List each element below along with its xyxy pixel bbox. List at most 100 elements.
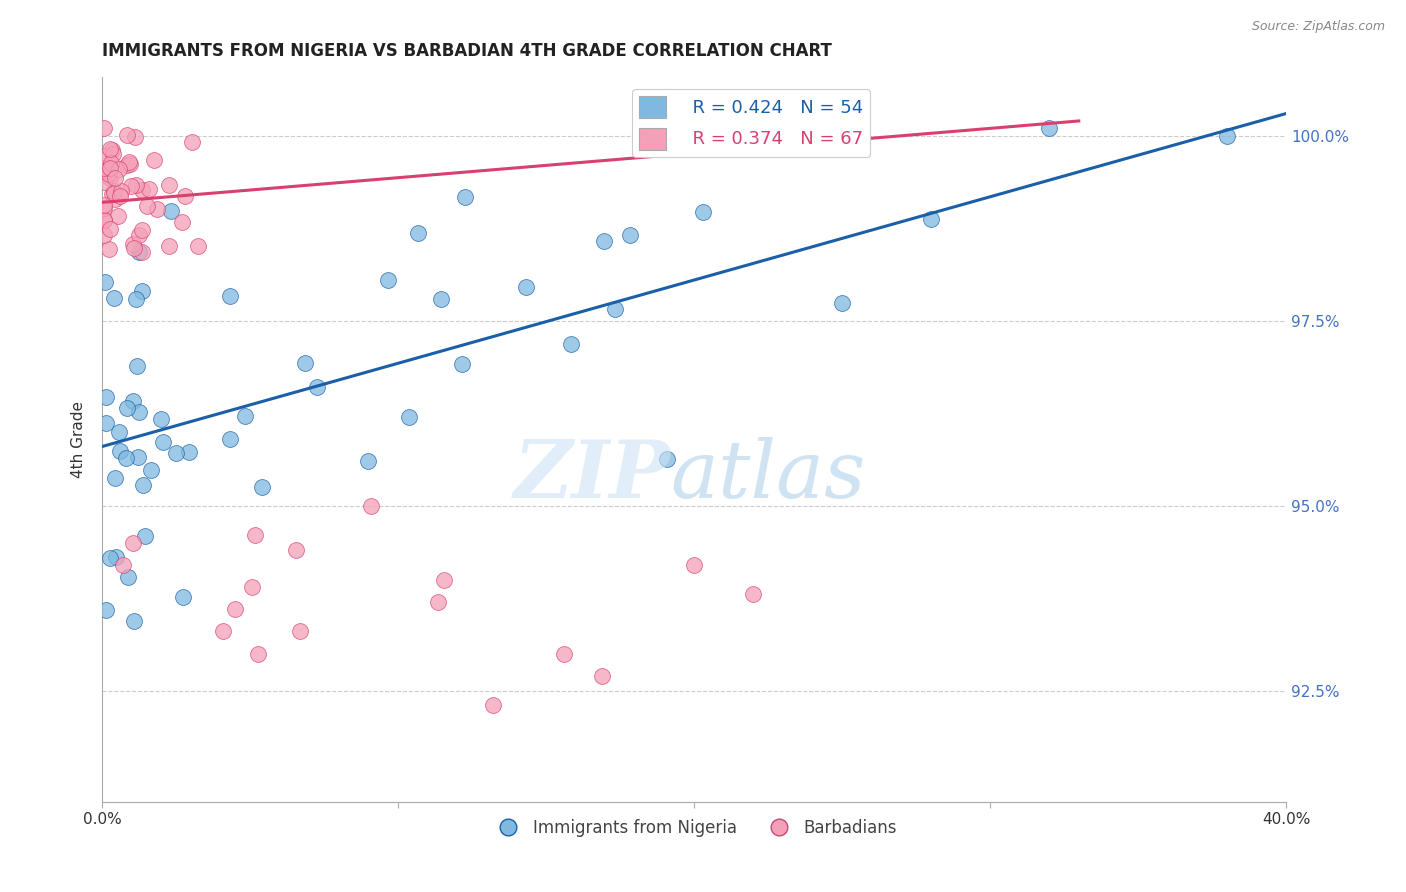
Point — [450, 357, 472, 371]
Point — [121, 237, 143, 252]
Point — [93, 161, 115, 175]
Point — [125, 178, 148, 192]
Point — [165, 446, 187, 460]
Point — [305, 380, 328, 394]
Point — [159, 204, 181, 219]
Point — [212, 624, 235, 639]
Point — [110, 443, 132, 458]
Point — [128, 405, 150, 419]
Point — [150, 412, 173, 426]
Point — [356, 453, 378, 467]
Point — [127, 450, 149, 464]
Point — [93, 228, 115, 243]
Point — [98, 143, 121, 157]
Point — [655, 451, 678, 466]
Point — [103, 186, 125, 201]
Point — [360, 499, 382, 513]
Point — [103, 184, 125, 198]
Point — [427, 595, 450, 609]
Point — [1038, 121, 1060, 136]
Point — [128, 245, 150, 260]
Point — [429, 292, 451, 306]
Point — [93, 212, 115, 227]
Point — [285, 543, 308, 558]
Point — [122, 614, 145, 628]
Point — [1216, 128, 1239, 143]
Point — [125, 292, 148, 306]
Point — [131, 285, 153, 299]
Point — [288, 624, 311, 639]
Point — [592, 234, 614, 248]
Point — [920, 211, 942, 226]
Point — [187, 238, 209, 252]
Point — [174, 189, 197, 203]
Point — [398, 410, 420, 425]
Point — [233, 409, 256, 423]
Text: ZIP: ZIP — [513, 436, 671, 514]
Text: Source: ZipAtlas.com: Source: ZipAtlas.com — [1251, 20, 1385, 33]
Point — [170, 215, 193, 229]
Point — [172, 591, 194, 605]
Point — [515, 280, 537, 294]
Point — [124, 129, 146, 144]
Point — [134, 528, 156, 542]
Point — [135, 199, 157, 213]
Point — [98, 550, 121, 565]
Point — [101, 144, 124, 158]
Point — [93, 175, 115, 189]
Point — [139, 462, 162, 476]
Point — [93, 213, 115, 227]
Point — [98, 221, 121, 235]
Point — [146, 202, 169, 216]
Point — [107, 209, 129, 223]
Point — [294, 356, 316, 370]
Point — [108, 425, 131, 439]
Point — [118, 155, 141, 169]
Point — [247, 647, 270, 661]
Text: atlas: atlas — [671, 436, 866, 514]
Point — [122, 394, 145, 409]
Point — [94, 275, 117, 289]
Point — [560, 336, 582, 351]
Point — [115, 158, 138, 172]
Point — [98, 171, 121, 186]
Point — [219, 433, 242, 447]
Point — [96, 602, 118, 616]
Point — [122, 241, 145, 255]
Point — [120, 179, 142, 194]
Point — [131, 244, 153, 259]
Point — [112, 558, 135, 572]
Point — [107, 162, 129, 177]
Point — [115, 451, 138, 466]
Point — [742, 587, 765, 601]
Point — [157, 239, 180, 253]
Point — [104, 192, 127, 206]
Point — [591, 669, 613, 683]
Point — [454, 190, 477, 204]
Point — [98, 161, 121, 176]
Point — [553, 647, 575, 661]
Point — [219, 289, 242, 303]
Point — [96, 416, 118, 430]
Point — [132, 478, 155, 492]
Point — [605, 302, 627, 317]
Point — [128, 227, 150, 242]
Point — [482, 698, 505, 713]
Point — [110, 184, 132, 198]
Legend: Immigrants from Nigeria, Barbadians: Immigrants from Nigeria, Barbadians — [485, 813, 904, 844]
Point — [98, 242, 121, 256]
Point — [117, 570, 139, 584]
Point — [93, 198, 115, 212]
Point — [125, 359, 148, 373]
Point — [93, 201, 115, 215]
Point — [131, 223, 153, 237]
Y-axis label: 4th Grade: 4th Grade — [72, 401, 86, 477]
Point — [683, 558, 706, 572]
Point — [100, 156, 122, 170]
Point — [105, 550, 128, 565]
Text: IMMIGRANTS FROM NIGERIA VS BARBADIAN 4TH GRADE CORRELATION CHART: IMMIGRANTS FROM NIGERIA VS BARBADIAN 4TH… — [103, 42, 832, 60]
Point — [93, 121, 115, 136]
Point — [157, 178, 180, 193]
Point — [245, 528, 267, 542]
Point — [406, 226, 429, 240]
